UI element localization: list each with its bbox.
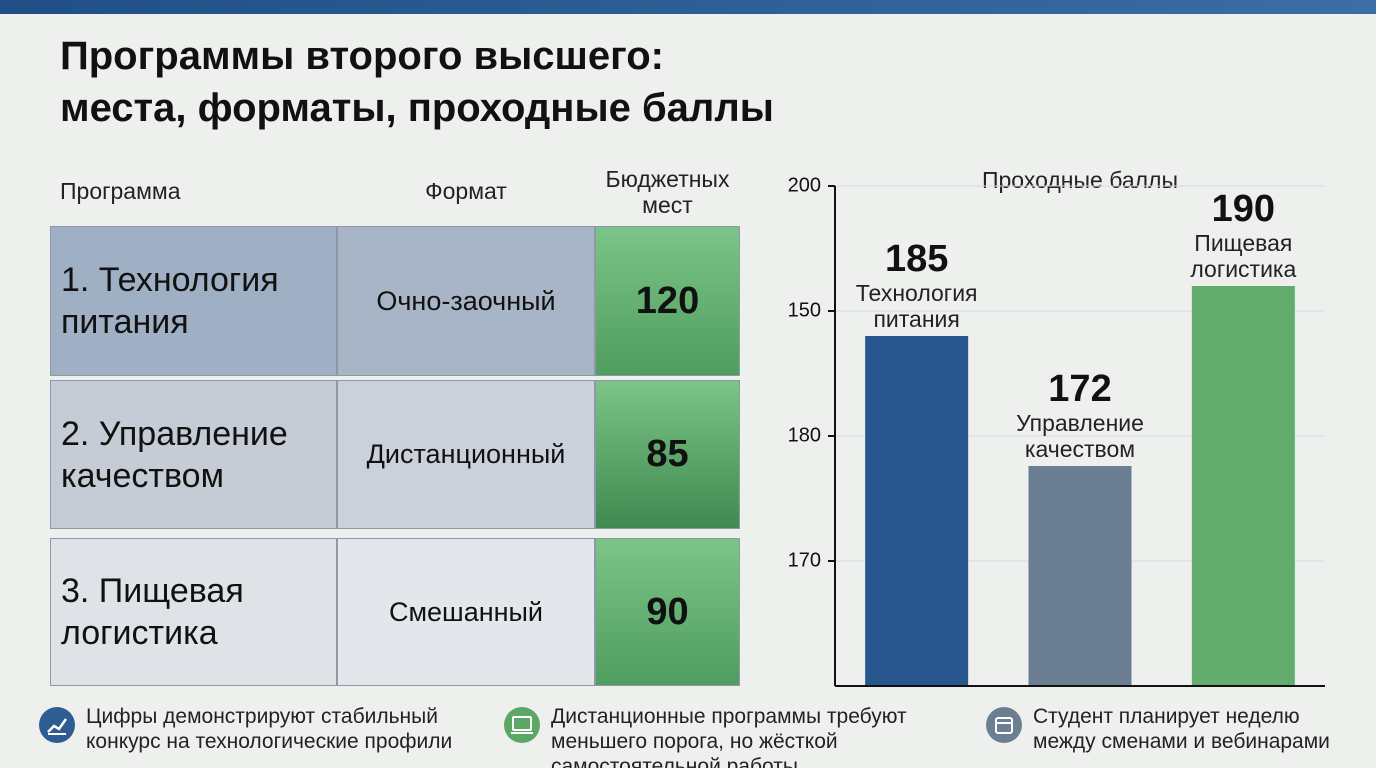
bar-label: 190 Пищевая логистика xyxy=(1153,188,1333,282)
column-header: Формат xyxy=(425,178,507,204)
icon xyxy=(39,707,75,743)
column-header: Бюджетных мест xyxy=(605,166,730,218)
top-band xyxy=(0,0,1376,14)
note: Цифры демонстрируют стабильный конкурс н… xyxy=(38,704,488,754)
cell: Очно-заочный xyxy=(337,226,595,376)
value-label: 185 xyxy=(884,238,949,280)
note: Дистанционные программы требуют меньшего… xyxy=(503,704,943,768)
cell: 85 xyxy=(595,380,740,529)
title-line: Программы второго высшего: xyxy=(60,34,664,78)
cell: 1. Технология питания xyxy=(50,226,337,376)
cell: 90 xyxy=(595,538,740,686)
value-label: 190 xyxy=(1211,188,1276,230)
note: Студент планирует неделю между сменами и… xyxy=(985,704,1365,754)
category-label: Технология питания xyxy=(855,280,978,332)
bar xyxy=(1028,466,1132,686)
bar-label: 185 Технология питания xyxy=(827,238,1007,332)
note-text: Студент планирует неделю между сменами и… xyxy=(1033,705,1330,753)
cell: Дистанционный xyxy=(337,380,595,529)
bar-label: 172 Управление качеством xyxy=(990,368,1170,462)
title: Программы второго высшего: места, формат… xyxy=(60,30,774,134)
y-tick-label: 180 xyxy=(788,424,821,446)
icon xyxy=(504,707,540,743)
bar xyxy=(1191,286,1295,686)
note-text: Цифры демонстрируют стабильный конкурс н… xyxy=(86,705,453,753)
chart-title: Проходные баллы xyxy=(982,167,1178,193)
bar xyxy=(865,336,969,686)
value-label: 172 xyxy=(1048,368,1112,410)
category-label: Управление качеством xyxy=(1016,410,1144,462)
note-text: Дистанционные программы требуют меньшего… xyxy=(551,705,907,768)
y-tick-label: 170 xyxy=(788,549,821,571)
cell: Смешанный xyxy=(337,538,595,686)
title-line: места, форматы, проходные баллы xyxy=(60,86,774,130)
cell: 120 xyxy=(595,226,740,376)
cell: 3. Пищевая логистика xyxy=(50,538,337,686)
category-label: Пищевая логистика xyxy=(1190,230,1297,282)
column-header: Программа xyxy=(60,178,181,204)
icon xyxy=(986,707,1022,743)
cell: 2. Управление качеством xyxy=(50,380,337,529)
y-tick-label: 200 xyxy=(788,174,821,196)
y-tick-label: 150 xyxy=(788,299,821,321)
